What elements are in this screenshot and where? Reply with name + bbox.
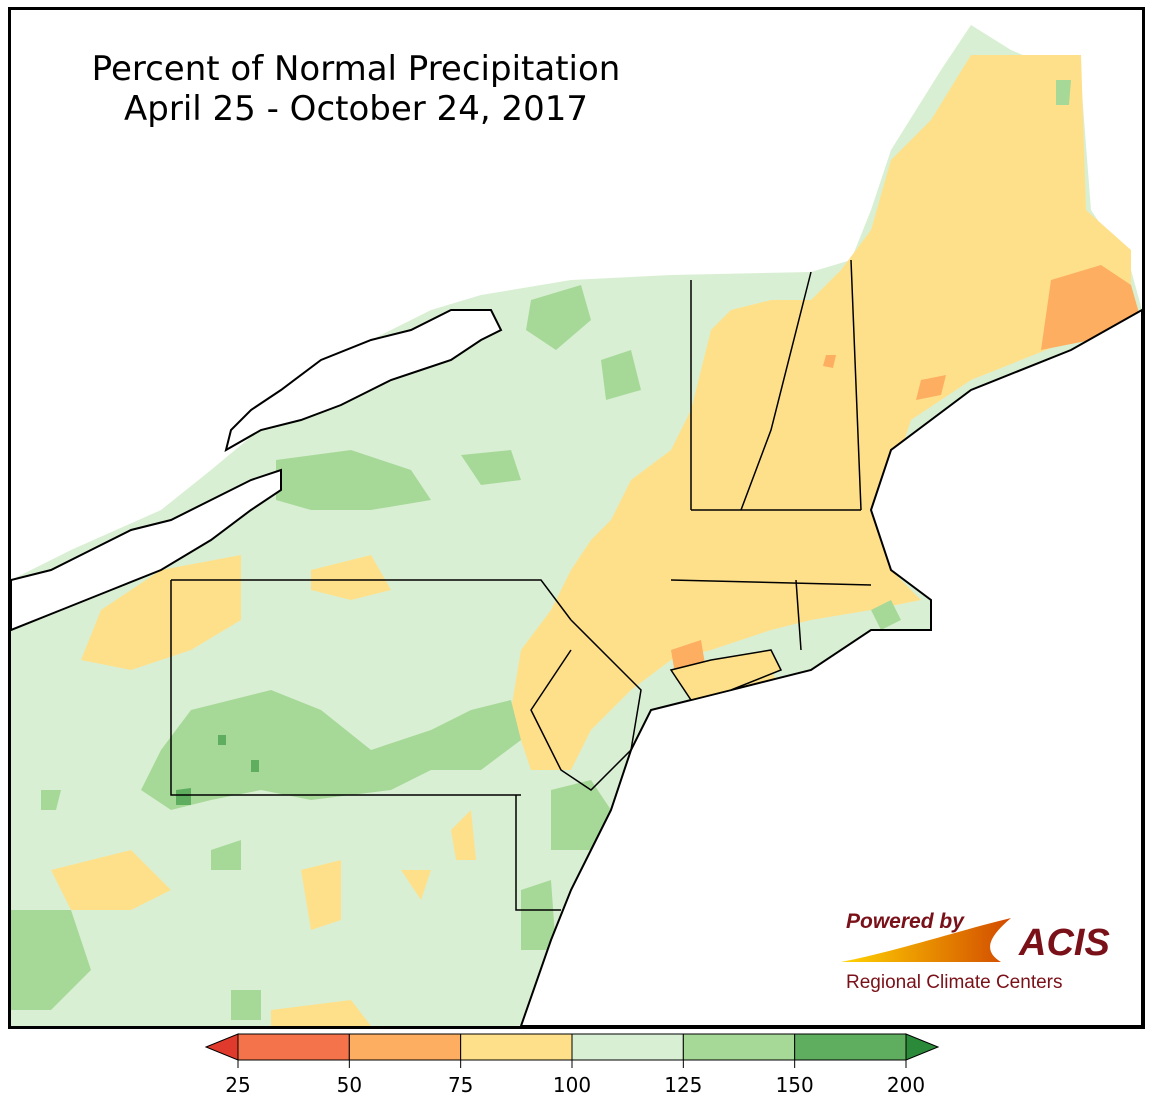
legend-tick-label: 200 bbox=[887, 1073, 925, 1097]
legend-bin bbox=[204, 1033, 239, 1061]
legend-bin bbox=[794, 1033, 907, 1061]
legend-tick-label: 25 bbox=[225, 1073, 250, 1097]
legend-tick-label: 75 bbox=[448, 1073, 473, 1097]
legend-bin bbox=[460, 1033, 573, 1061]
lake-ontario bbox=[224, 309, 503, 453]
region-125-150 bbox=[11, 80, 1071, 1020]
ma-south-border bbox=[670, 579, 872, 586]
atlantic-ocean bbox=[519, 308, 1142, 1026]
water-bodies bbox=[11, 308, 1142, 1026]
regional-climate-centers-label: Regional Climate Centers bbox=[846, 972, 1063, 993]
legend-bin bbox=[571, 1033, 684, 1061]
long-island bbox=[669, 649, 783, 701]
ct-ri-border bbox=[795, 579, 802, 651]
colorbar-legend: 25 50 75 100 125 150 200 bbox=[204, 1033, 940, 1097]
md-de-border bbox=[515, 795, 561, 911]
legend-tick-label: 100 bbox=[553, 1073, 591, 1097]
powered-by-label: Powered by bbox=[846, 910, 965, 933]
legend-bin bbox=[237, 1033, 350, 1061]
legend-bin bbox=[905, 1033, 940, 1061]
pa-south-border bbox=[170, 580, 521, 796]
lake-erie bbox=[11, 468, 282, 632]
nj-border bbox=[530, 619, 642, 791]
region-150-200 bbox=[176, 735, 259, 805]
legend-tick-label: 125 bbox=[664, 1073, 702, 1097]
map-title-line2: April 25 - October 24, 2017 bbox=[124, 89, 588, 129]
acis-brand: ACIS bbox=[1018, 922, 1110, 964]
legend-bin bbox=[348, 1033, 462, 1061]
precipitation-map bbox=[11, 25, 1142, 1026]
legend-tick-label: 50 bbox=[337, 1073, 362, 1097]
state-borders bbox=[170, 259, 872, 911]
map-frame: Percent of Normal Precipitation April 25… bbox=[8, 7, 1145, 1029]
acis-swoosh bbox=[841, 918, 1011, 962]
nh-me-border bbox=[850, 259, 862, 511]
acis-logo: Powered by ACIS Regional Climate Centers bbox=[841, 910, 1110, 993]
vt-nh-border bbox=[740, 271, 812, 511]
legend-tick-label: 150 bbox=[776, 1073, 814, 1097]
map-title-line1: Percent of Normal Precipitation bbox=[91, 49, 621, 89]
legend-bin bbox=[682, 1033, 796, 1061]
pa-ny-border bbox=[171, 579, 572, 621]
